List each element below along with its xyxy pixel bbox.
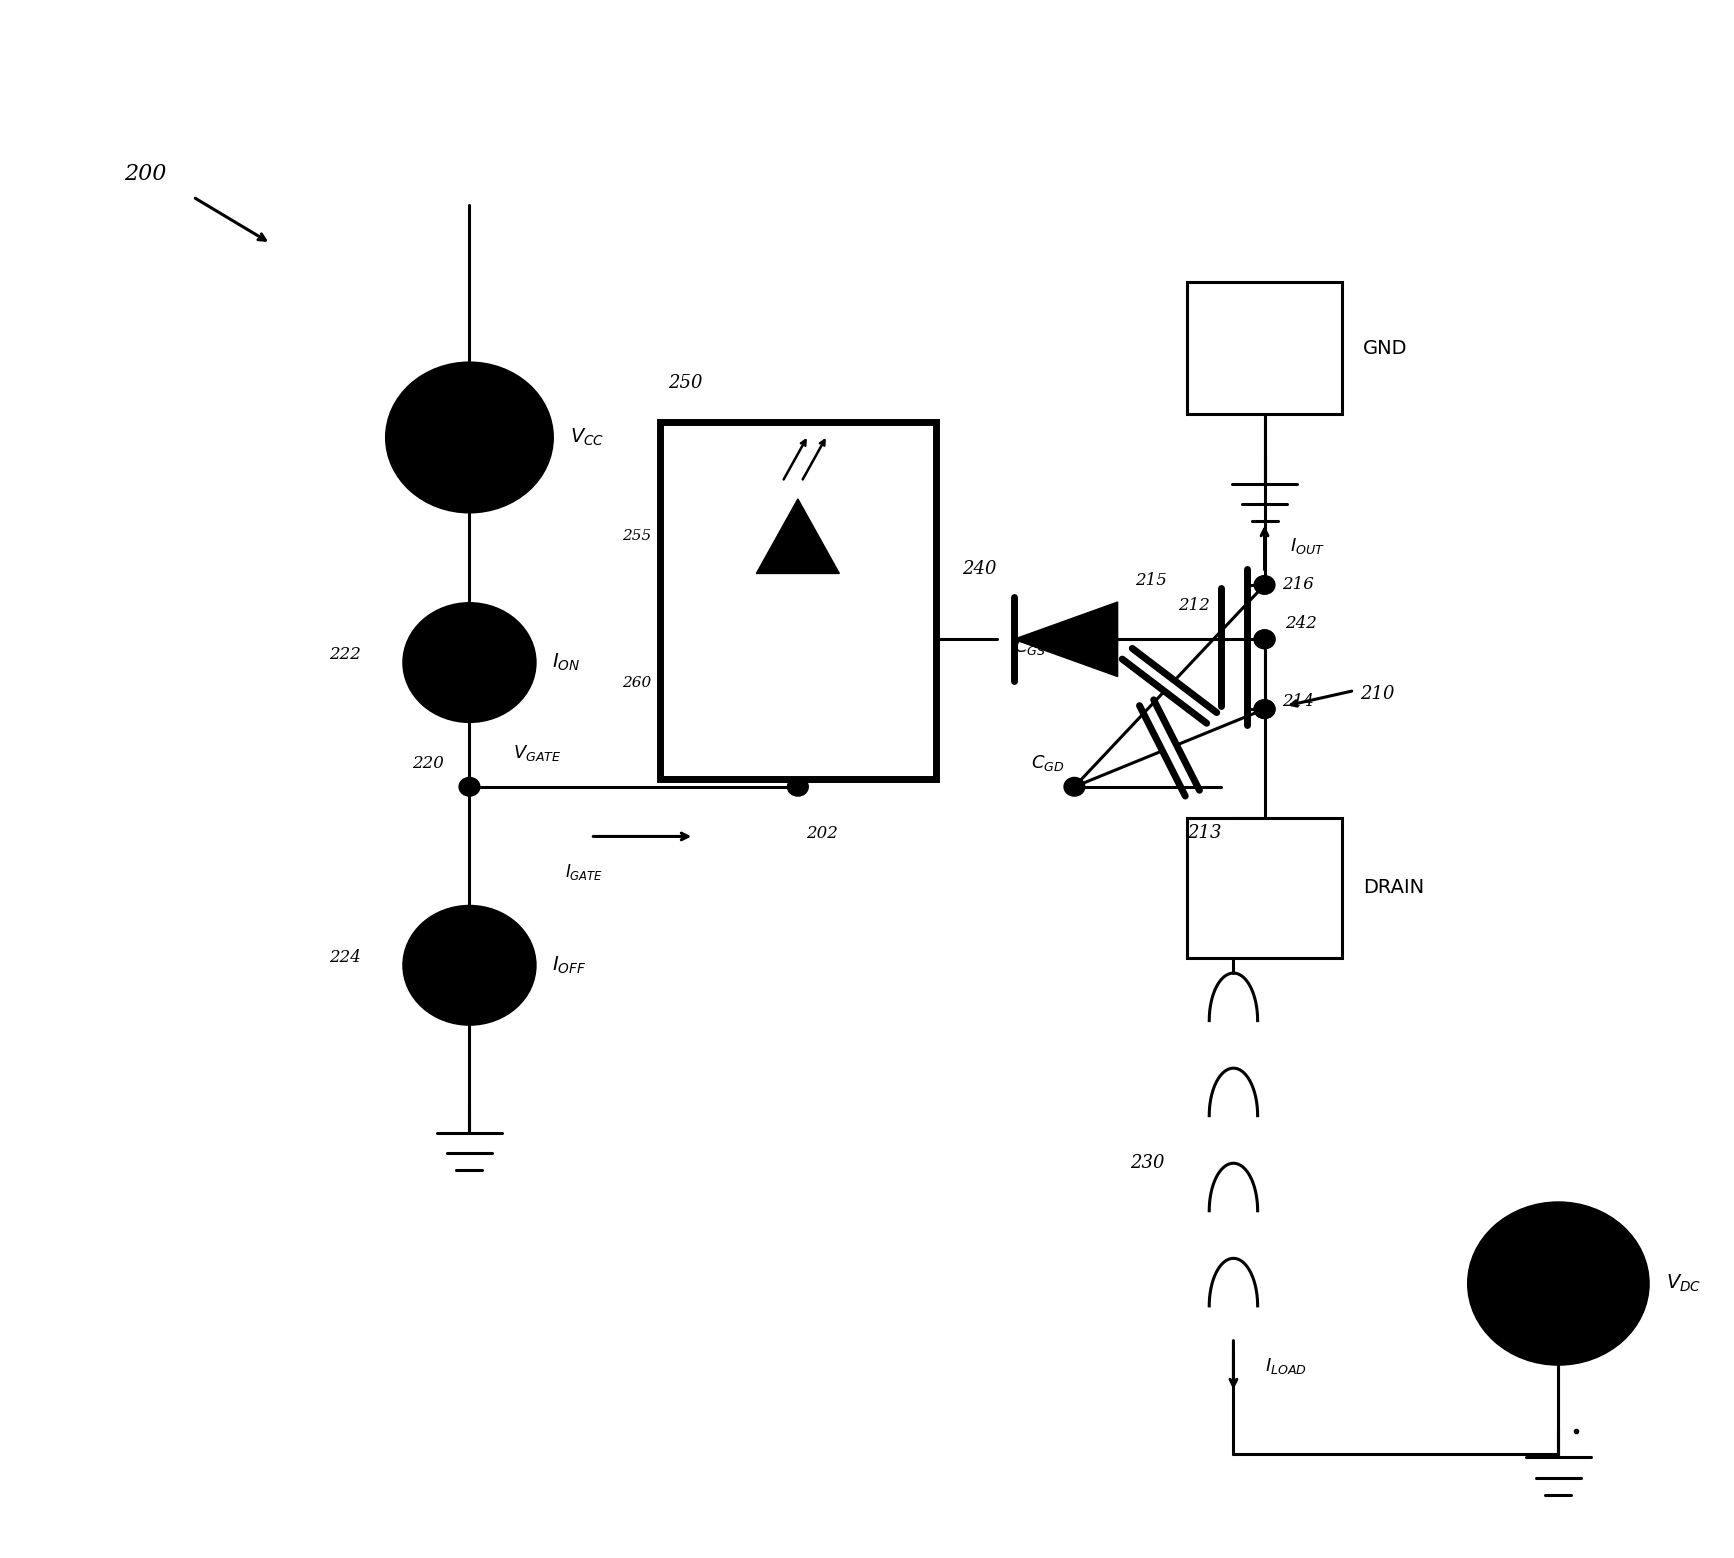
Text: 240: 240 [962,561,997,578]
Circle shape [404,907,536,1024]
Circle shape [404,603,536,721]
Text: 212: 212 [1177,597,1210,614]
Text: 255: 255 [623,530,650,544]
Text: 260: 260 [623,676,650,690]
Circle shape [1065,777,1085,796]
Text: 202: 202 [806,824,838,841]
Polygon shape [1014,601,1118,676]
Text: 200: 200 [123,162,166,184]
Text: −: − [1550,1304,1566,1324]
Circle shape [434,629,506,695]
Bar [659,422,936,779]
Circle shape [460,777,480,796]
Text: 215: 215 [1136,572,1167,589]
Circle shape [1254,629,1274,648]
Text: +: + [1550,1243,1568,1264]
Circle shape [1469,1203,1649,1365]
Text: DRAIN: DRAIN [1363,879,1424,897]
Text: +: + [461,456,479,475]
Text: 230: 230 [1131,1154,1164,1172]
Circle shape [1254,575,1274,594]
Polygon shape [756,499,839,573]
Text: 220: 220 [411,756,444,771]
Bar [1186,818,1342,958]
Text: 210: 210 [1359,684,1394,703]
Text: 213: 213 [1186,824,1221,843]
Text: $C_{GD}$: $C_{GD}$ [1032,754,1065,773]
Circle shape [387,363,553,513]
Text: $V_{DC}$: $V_{DC}$ [1666,1273,1701,1295]
Text: $I_{OFF}$: $I_{OFF}$ [553,955,586,975]
Text: GND: GND [1363,338,1408,358]
Text: 242: 242 [1285,615,1318,633]
Text: 250: 250 [668,374,702,393]
Text: 216: 216 [1281,576,1314,594]
Text: $I_{GATE}$: $I_{GATE}$ [565,862,603,882]
Circle shape [434,933,506,997]
Text: $I_{ON}$: $I_{ON}$ [553,651,581,673]
Text: −: − [461,400,477,419]
Text: 214: 214 [1281,693,1314,710]
Text: $C_{GS}$: $C_{GS}$ [1014,637,1046,657]
Circle shape [1254,629,1274,648]
Text: $V_{GATE}$: $V_{GATE}$ [513,743,562,762]
Text: $I_{LOAD}$: $I_{LOAD}$ [1264,1355,1306,1376]
Circle shape [1254,700,1274,718]
Text: 224: 224 [329,949,361,966]
Circle shape [787,777,808,796]
Text: $I_{OUT}$: $I_{OUT}$ [1290,536,1325,556]
Text: $V_{CC}$: $V_{CC}$ [570,427,603,449]
Bar [1186,282,1342,414]
Circle shape [1254,700,1274,718]
Text: 222: 222 [329,647,361,664]
